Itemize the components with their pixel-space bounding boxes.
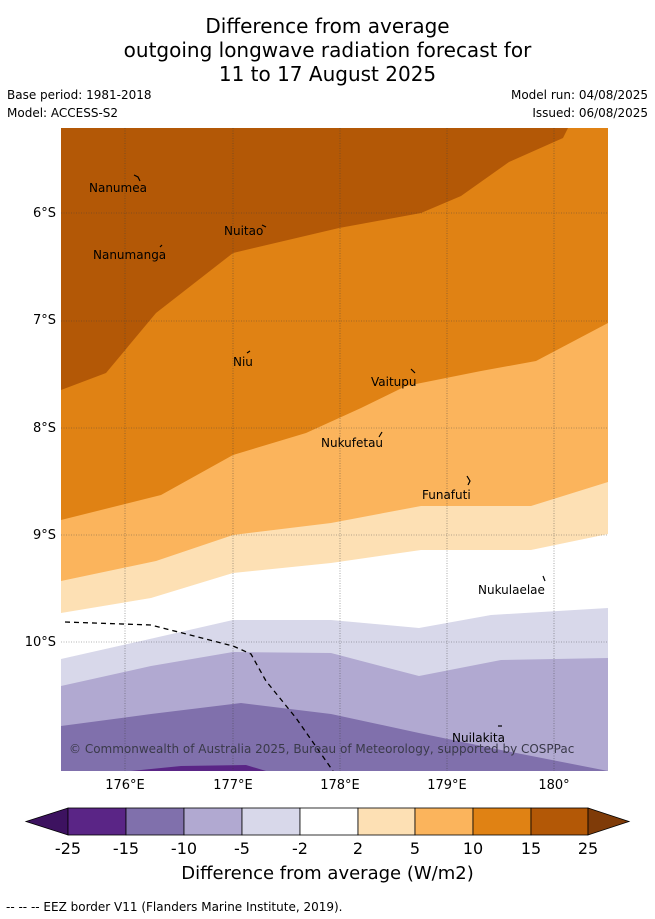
- copyright-notice: © Commonwealth of Australia 2025, Bureau…: [69, 742, 575, 756]
- lon-label-180: 180°: [538, 778, 570, 793]
- island-vaitupu: [410, 368, 416, 374]
- colorbar-label: -25: [54, 839, 82, 858]
- map-title: Difference from average outgoing longwav…: [0, 14, 655, 86]
- lat-label-10s: 10°S: [24, 635, 56, 650]
- lat-label-9s: 9°S: [32, 528, 56, 543]
- colorbar: [24, 807, 631, 836]
- forecast-map: [61, 128, 608, 771]
- place-funafuti: Funafuti: [422, 488, 471, 502]
- model-name: Model: ACCESS-S2: [7, 106, 119, 120]
- place-niu: Niu: [233, 355, 253, 369]
- lon-label-176: 176°E: [105, 778, 145, 793]
- island-nuitao: [261, 224, 267, 228]
- graticule: [61, 128, 608, 771]
- colorbar-segment: [472, 807, 532, 836]
- issued-date: Issued: 06/08/2025: [532, 106, 648, 120]
- colorbar-arrow-high: [587, 807, 631, 836]
- island-funafuti: [466, 475, 471, 486]
- eez-border: [64, 621, 334, 771]
- lat-label-7s: 7°S: [32, 313, 56, 328]
- colorbar-arrow-low: [24, 807, 69, 836]
- place-nuitao: Nuitao: [224, 224, 264, 238]
- place-vaitupu: Vaitupu: [371, 375, 417, 389]
- island-nanumea: [133, 174, 141, 182]
- colorbar-label: 10: [462, 839, 484, 858]
- lon-label-179: 179°E: [427, 778, 467, 793]
- place-nuilakita: Nuilakita: [452, 731, 505, 745]
- colorbar-label: 25: [577, 839, 599, 858]
- place-nanumea: Nanumea: [89, 181, 147, 195]
- colorbar-segment: [357, 807, 416, 836]
- colorbar-segment: [530, 807, 589, 836]
- model-run: Model run: 04/08/2025: [510, 88, 648, 102]
- colorbar-label: 2: [352, 839, 364, 858]
- island-niu: [246, 350, 251, 354]
- band-minus15-minus10: [61, 703, 608, 771]
- island-nukufetau: [378, 431, 383, 438]
- lat-label-8s: 8°S: [32, 421, 56, 436]
- map-panel: [61, 128, 608, 771]
- colorbar-label: 15: [520, 839, 542, 858]
- colorbar-segment: [241, 807, 301, 836]
- lat-label-6s: 6°S: [32, 206, 56, 221]
- colorbar-label: 5: [409, 839, 421, 858]
- island-marks: [133, 174, 546, 727]
- title-line-3: 11 to 17 August 2025: [218, 62, 437, 86]
- colorbar-segment: [183, 807, 243, 836]
- lon-label-178: 178°E: [320, 778, 360, 793]
- colorbar-title: Difference from average (W/m2): [181, 863, 474, 884]
- colorbar-label: -10: [170, 839, 198, 858]
- colorbar-segment: [414, 807, 474, 836]
- colorbar-segment: [299, 807, 359, 836]
- place-nukufetau: Nukufetau: [321, 436, 384, 450]
- colorbar-label: -5: [234, 839, 250, 858]
- colorbar-segment: [125, 807, 185, 836]
- colorbar-label: -15: [112, 839, 140, 858]
- title-line-2: outgoing longwave radiation forecast for: [123, 38, 532, 62]
- colorbar-segment: [67, 807, 127, 836]
- base-period: Base period: 1981-2018: [7, 88, 152, 102]
- colorbar-segments: [24, 807, 631, 836]
- band-minus25-minus15: [131, 765, 266, 771]
- island-nanumanga: [159, 244, 163, 248]
- place-nanumanga: Nanumanga: [93, 248, 167, 262]
- lon-label-177: 177°E: [213, 778, 253, 793]
- eez-legend: -- -- -- EEZ border V11 (Flanders Marine…: [6, 900, 343, 914]
- island-nukulaelae: [542, 575, 546, 582]
- title-line-1: Difference from average: [205, 14, 450, 38]
- colorbar-label: -2: [292, 839, 308, 858]
- place-nukulaelae: Nukulaelae: [478, 583, 545, 597]
